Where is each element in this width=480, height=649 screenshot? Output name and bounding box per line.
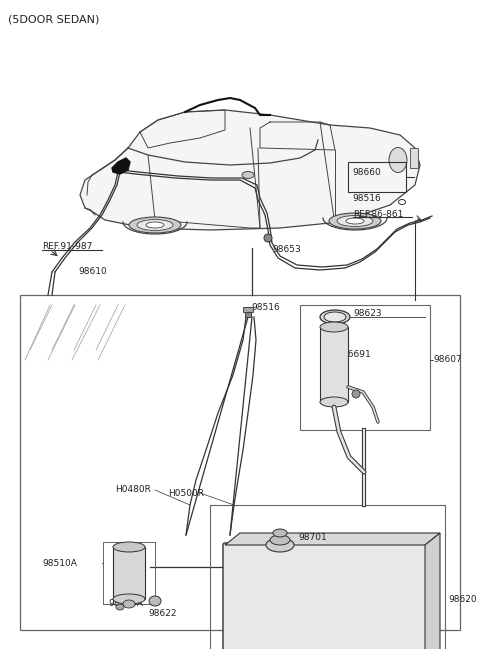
Bar — [113, 547, 145, 599]
Bar — [210, 505, 445, 649]
Text: 98623: 98623 — [353, 308, 382, 317]
Bar — [103, 542, 155, 604]
Text: 86691: 86691 — [342, 350, 371, 359]
Bar — [245, 307, 251, 317]
Ellipse shape — [346, 218, 364, 224]
Ellipse shape — [129, 217, 181, 233]
Circle shape — [352, 390, 360, 398]
Text: 98516: 98516 — [251, 303, 280, 312]
Text: 98515A: 98515A — [108, 598, 143, 607]
Ellipse shape — [266, 538, 294, 552]
Text: (5DOOR SEDAN): (5DOOR SEDAN) — [8, 14, 99, 24]
Text: H0480R: H0480R — [115, 485, 151, 495]
Polygon shape — [80, 110, 420, 230]
Bar — [300, 305, 430, 430]
Text: 98660: 98660 — [352, 168, 381, 177]
Ellipse shape — [320, 397, 348, 407]
Ellipse shape — [146, 222, 164, 228]
Text: 98516: 98516 — [352, 194, 381, 203]
Bar — [103, 542, 155, 604]
Ellipse shape — [116, 604, 124, 610]
Ellipse shape — [137, 219, 173, 230]
Text: 98610: 98610 — [78, 267, 107, 276]
Bar — [243, 307, 253, 312]
Circle shape — [264, 234, 272, 242]
Ellipse shape — [270, 535, 290, 545]
Bar — [20, 295, 460, 630]
Ellipse shape — [329, 213, 381, 229]
Ellipse shape — [113, 542, 145, 552]
FancyBboxPatch shape — [223, 543, 427, 649]
Text: 98622: 98622 — [148, 609, 177, 617]
Text: 98607: 98607 — [433, 356, 462, 365]
Ellipse shape — [337, 215, 373, 227]
Text: 98653: 98653 — [272, 245, 301, 254]
Ellipse shape — [320, 322, 348, 332]
Bar — [348, 162, 406, 192]
Ellipse shape — [324, 312, 346, 322]
Ellipse shape — [149, 596, 161, 606]
Bar — [320, 327, 348, 402]
Text: 98620: 98620 — [448, 594, 477, 604]
Ellipse shape — [320, 310, 350, 324]
Ellipse shape — [389, 147, 407, 173]
Text: H0500R: H0500R — [168, 489, 204, 498]
Text: REF.86-861: REF.86-861 — [353, 210, 403, 219]
Polygon shape — [425, 533, 440, 649]
Ellipse shape — [123, 600, 135, 608]
Text: REF.91-987: REF.91-987 — [42, 242, 92, 251]
Text: 98701: 98701 — [298, 532, 327, 541]
Ellipse shape — [242, 171, 254, 178]
Ellipse shape — [113, 594, 145, 604]
Text: 98510A: 98510A — [42, 559, 77, 567]
Bar — [410, 148, 418, 168]
Polygon shape — [112, 158, 130, 174]
Polygon shape — [225, 533, 440, 545]
Ellipse shape — [273, 529, 287, 537]
